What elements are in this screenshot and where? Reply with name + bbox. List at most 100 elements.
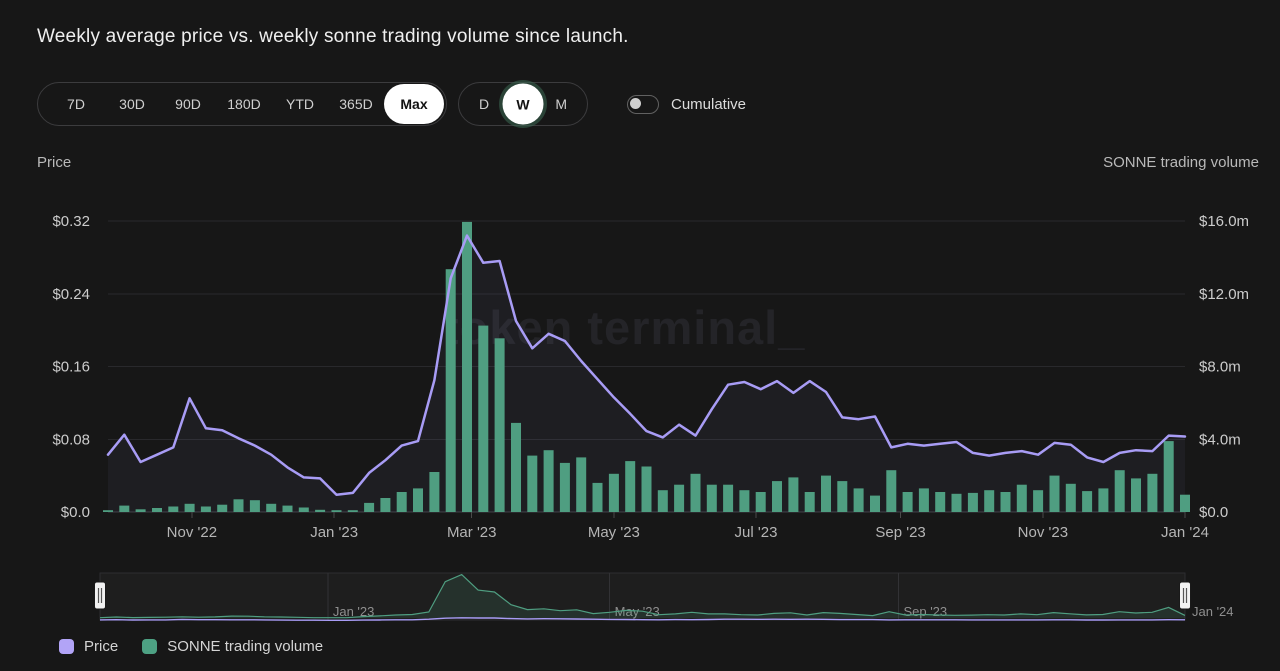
- volume-bar[interactable]: [755, 492, 766, 512]
- volume-bar[interactable]: [282, 505, 293, 512]
- range-max-selected[interactable]: Max: [384, 84, 444, 124]
- volume-bar[interactable]: [135, 509, 146, 512]
- range-30d[interactable]: 30D: [119, 96, 145, 112]
- left-axis-tick-label: $0.24: [52, 286, 90, 303]
- volume-bars: [103, 221, 1190, 513]
- range-180d[interactable]: 180D: [227, 96, 261, 112]
- volume-bar[interactable]: [364, 502, 375, 512]
- toggle-knob-icon: [630, 98, 641, 109]
- volume-bar[interactable]: [576, 457, 587, 512]
- volume-bar[interactable]: [1114, 470, 1125, 512]
- volume-bar[interactable]: [462, 221, 472, 512]
- volume-bar[interactable]: [1098, 488, 1109, 512]
- volume-bar[interactable]: [445, 269, 456, 512]
- brush-handle-left[interactable]: [94, 581, 106, 610]
- volume-bar[interactable]: [723, 484, 734, 512]
- volume-bar[interactable]: [592, 482, 603, 512]
- volume-bar[interactable]: [331, 510, 342, 512]
- volume-bar[interactable]: [315, 509, 326, 512]
- price-area-fill: [108, 235, 1185, 512]
- range-ytd[interactable]: YTD: [286, 96, 314, 112]
- volume-bar[interactable]: [1082, 491, 1093, 512]
- volume-bar[interactable]: [396, 492, 407, 512]
- volume-bar[interactable]: [478, 325, 489, 512]
- volume-bar[interactable]: [1180, 494, 1190, 512]
- volume-bar[interactable]: [772, 481, 782, 512]
- range-365d[interactable]: 365D: [339, 96, 373, 112]
- volume-bar[interactable]: [380, 498, 391, 512]
- volume-bar[interactable]: [935, 492, 946, 512]
- volume-bar[interactable]: [494, 338, 505, 512]
- left-axis-tick-label: $0.16: [52, 359, 90, 376]
- cumulative-label: Cumulative: [671, 96, 747, 113]
- volume-bar[interactable]: [152, 508, 162, 512]
- legend-entry-volume: SONNE trading volume: [142, 638, 323, 655]
- price-line[interactable]: [106, 234, 1187, 496]
- volume-bar[interactable]: [870, 495, 880, 512]
- volume-bar[interactable]: [1163, 441, 1174, 512]
- volume-bar[interactable]: [543, 450, 554, 512]
- volume-bar[interactable]: [217, 504, 228, 512]
- volume-bar[interactable]: [657, 490, 668, 512]
- x-axis-tick-label: Mar '23: [447, 524, 497, 541]
- volume-bar[interactable]: [788, 477, 799, 512]
- volume-bar[interactable]: [298, 507, 309, 513]
- volume-bar[interactable]: [1065, 483, 1076, 512]
- volume-bar[interactable]: [168, 506, 179, 513]
- volume-bar[interactable]: [641, 466, 652, 513]
- volume-bar[interactable]: [559, 462, 570, 512]
- volume-bar[interactable]: [1000, 492, 1011, 512]
- volume-bar[interactable]: [511, 422, 521, 512]
- volume-bar[interactable]: [804, 492, 815, 512]
- minimap-volume-line: [99, 573, 1186, 619]
- volume-bar[interactable]: [1049, 475, 1060, 512]
- volume-bar[interactable]: [413, 488, 423, 512]
- volume-bar[interactable]: [1147, 473, 1158, 512]
- volume-bar[interactable]: [984, 490, 995, 512]
- volume-bar[interactable]: [625, 461, 636, 512]
- volume-bar[interactable]: [527, 455, 538, 512]
- volume-bar[interactable]: [690, 473, 701, 512]
- granularity-month[interactable]: M: [555, 96, 567, 112]
- volume-bar[interactable]: [200, 506, 211, 513]
- volume-bar[interactable]: [739, 490, 750, 512]
- volume-bar[interactable]: [1131, 478, 1141, 512]
- volume-bar[interactable]: [608, 473, 619, 512]
- volume-bar[interactable]: [821, 475, 831, 512]
- volume-bar[interactable]: [249, 500, 260, 512]
- range-7d[interactable]: 7D: [67, 96, 85, 112]
- volume-bar[interactable]: [184, 503, 195, 512]
- left-axis-title: Price: [37, 154, 72, 171]
- x-axis-tick-label: Jan '23: [310, 524, 358, 541]
- volume-bar[interactable]: [706, 484, 717, 512]
- right-axis-tick-label: $4.0m: [1199, 431, 1241, 448]
- volume-bar[interactable]: [429, 472, 440, 512]
- volume-bar[interactable]: [119, 505, 130, 512]
- granularity-selector: D W M: [458, 82, 588, 126]
- volume-bar[interactable]: [233, 499, 244, 512]
- volume-bar[interactable]: [103, 510, 113, 512]
- volume-bar[interactable]: [902, 492, 913, 512]
- brush-handle-right[interactable]: [1179, 581, 1191, 610]
- volume-bar[interactable]: [266, 503, 277, 512]
- granularity-day[interactable]: D: [479, 96, 490, 112]
- volume-bar[interactable]: [347, 510, 358, 512]
- cumulative-toggle[interactable]: [627, 95, 659, 114]
- volume-bar[interactable]: [853, 488, 864, 512]
- volume-bar[interactable]: [918, 488, 929, 512]
- right-axis-tick-label: $16.0m: [1199, 213, 1249, 230]
- volume-bar[interactable]: [674, 484, 685, 512]
- chart-title: Weekly average price vs. weekly sonne tr…: [37, 26, 629, 47]
- range-90d[interactable]: 90D: [175, 96, 201, 112]
- volume-bar[interactable]: [1016, 484, 1027, 512]
- volume-bar[interactable]: [967, 492, 978, 512]
- main-chart-plot[interactable]: $0.32 $16.0m $0.24 $12.0m $0.16 $8.0m $0.08 $4.…: [0, 180, 1280, 565]
- right-axis-tick-label: $8.0m: [1199, 359, 1241, 376]
- volume-bar[interactable]: [886, 470, 897, 512]
- volume-bar[interactable]: [951, 493, 962, 512]
- volume-bar[interactable]: [1033, 490, 1044, 512]
- granularity-week-selected[interactable]: W: [502, 83, 544, 125]
- volume-bar[interactable]: [837, 481, 848, 512]
- left-axis-tick-label: $0.08: [52, 431, 90, 448]
